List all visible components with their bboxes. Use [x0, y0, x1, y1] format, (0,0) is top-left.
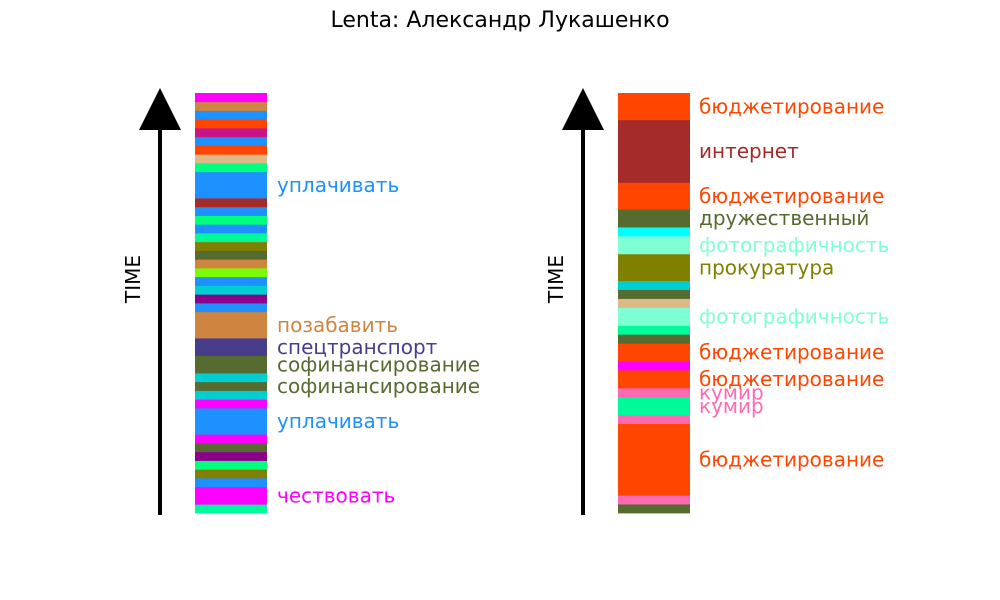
timeline-segment	[618, 235, 690, 255]
timeline-segment	[195, 128, 267, 138]
timeline-segment	[195, 451, 267, 461]
timeline-segment	[195, 136, 267, 146]
time-axis-label: TIME	[544, 255, 568, 304]
timeline-segment	[195, 338, 267, 356]
timeline-segment	[618, 396, 690, 416]
timeline-segment	[195, 276, 267, 286]
segment-label: интернет	[699, 139, 799, 163]
timeline-segment	[618, 209, 690, 228]
timeline-segment	[618, 289, 690, 299]
segment-label: бюджетирование	[699, 447, 884, 471]
timeline-segment	[618, 307, 690, 326]
segment-label: софинансирование	[277, 374, 480, 398]
timeline-segment	[195, 224, 267, 234]
timeline-segment	[195, 478, 267, 488]
timeline-segment	[195, 198, 267, 208]
page-title: Lenta: Александр Лукашенко	[330, 8, 670, 33]
segment-label: софинансирование	[277, 352, 480, 376]
segment-label: кумир	[699, 380, 764, 404]
timeline-segment	[618, 298, 690, 308]
timeline-segment	[195, 163, 267, 173]
time-axis-arrowhead	[139, 88, 181, 130]
timeline-segment	[195, 241, 267, 251]
timeline-segment	[618, 227, 690, 237]
timeline-segment	[195, 93, 267, 103]
segment-label: фотографичность	[699, 304, 889, 328]
timeline-segment	[195, 101, 267, 111]
timeline-segment	[195, 381, 267, 391]
timeline-segment	[195, 206, 267, 216]
timeline-segment	[618, 387, 690, 398]
timeline-segment	[195, 171, 267, 199]
segment-label: уплачивать	[277, 173, 399, 197]
timeline-segment	[618, 504, 690, 514]
timeline-segment	[195, 355, 267, 374]
timeline-segment	[195, 460, 267, 470]
timeline-segment	[618, 370, 690, 389]
segment-label: чествовать	[277, 484, 395, 508]
timeline-segment	[195, 434, 267, 444]
segment-label: фотографичность	[699, 233, 889, 257]
segment-label: бюджетирование	[699, 367, 884, 391]
timeline-segment	[618, 182, 690, 210]
timeline-segment	[618, 119, 690, 183]
timeline-segment	[195, 303, 267, 313]
timeline-segment	[195, 311, 267, 339]
timeline-segment	[618, 343, 690, 362]
segment-label: бюджетирование	[699, 184, 884, 208]
timeline-segment	[195, 250, 267, 260]
timeline-segment	[618, 325, 690, 335]
timeline-segment	[195, 154, 267, 164]
timeline-segment	[195, 443, 267, 453]
timeline-segment	[195, 399, 267, 409]
timeline-segment	[618, 361, 690, 371]
time-axis-label: TIME	[121, 255, 145, 304]
segment-label: бюджетирование	[699, 94, 884, 118]
segment-label: спецтранспорт	[277, 335, 438, 359]
timeline-segment	[195, 268, 267, 278]
timeline-segment	[618, 495, 690, 505]
timeline-segment	[195, 145, 267, 155]
timeline-segment	[618, 253, 690, 282]
timeline-segment	[195, 233, 267, 243]
timeline-segment	[195, 486, 267, 505]
segment-label: прокуратура	[699, 255, 834, 279]
timeline-segment	[618, 414, 690, 425]
timeline-segment	[618, 280, 690, 290]
segment-label: дружественный	[699, 206, 869, 230]
timeline-segment	[195, 294, 267, 304]
segment-label: уплачивать	[277, 409, 399, 433]
timeline-segment	[195, 259, 267, 269]
timeline-segment	[618, 334, 690, 344]
timeline-segment	[195, 215, 267, 225]
timeline-segment	[195, 373, 267, 383]
timeline-segment	[618, 93, 690, 121]
timeline-segment	[195, 119, 267, 129]
segment-label: бюджетирование	[699, 340, 884, 364]
timeline-segment	[195, 469, 267, 479]
timeline-segment	[195, 285, 267, 295]
timeline-segment	[195, 504, 267, 514]
timeline-segment	[195, 390, 267, 400]
segment-label: позабавить	[277, 313, 398, 337]
timeline-panel-right: TIMEбюджетированиекумиркумирбюджетирован…	[544, 88, 889, 515]
timeline-segment	[195, 408, 267, 435]
timeline-segment	[618, 423, 690, 496]
segment-label: кумир	[699, 394, 764, 418]
time-axis-arrowhead	[562, 88, 604, 130]
timeline-panel-left: TIME чествовать уплачивать софинансирование…	[121, 88, 480, 515]
timeline-segment	[195, 110, 267, 120]
